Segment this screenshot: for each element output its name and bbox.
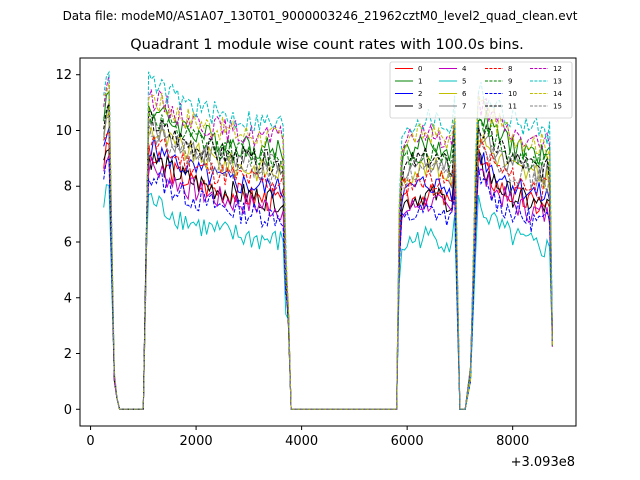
legend-label-13: 13 — [553, 78, 562, 86]
legend-label-7: 7 — [462, 103, 466, 111]
legend-label-9: 9 — [508, 78, 512, 86]
series-line-5 — [103, 184, 553, 410]
x-offset-label: +3.093e8 — [511, 455, 575, 470]
legend-label-15: 15 — [553, 103, 562, 111]
legend-label-3: 3 — [418, 103, 422, 111]
y-tick-label: 8 — [64, 180, 72, 195]
legend-label-8: 8 — [508, 65, 512, 73]
legend-label-11: 11 — [508, 103, 517, 111]
y-tick-label: 12 — [55, 68, 72, 83]
legend-label-12: 12 — [553, 65, 562, 73]
legend-label-6: 6 — [462, 90, 467, 98]
legend-label-4: 4 — [462, 65, 467, 73]
x-tick-label: 4000 — [285, 434, 318, 449]
legend-box — [389, 61, 573, 119]
x-tick-label: 6000 — [391, 434, 424, 449]
y-axis: 0 2 4 6 8 10 12 — [55, 68, 80, 418]
x-tick-label: 8000 — [496, 434, 529, 449]
y-tick-label: 0 — [64, 403, 72, 418]
legend-label-2: 2 — [418, 90, 422, 98]
legend-label-1: 1 — [418, 78, 422, 86]
x-tick-label: 0 — [86, 434, 94, 449]
y-tick-label: 4 — [64, 291, 72, 306]
chart-title: Quadrant 1 module wise count rates with … — [130, 37, 524, 53]
legend-label-10: 10 — [508, 90, 517, 98]
series-layer — [103, 70, 553, 410]
legend-label-0: 0 — [418, 65, 422, 73]
y-tick-label: 6 — [64, 236, 72, 251]
y-tick-label: 10 — [55, 124, 72, 139]
series-line-14 — [103, 83, 553, 410]
x-tick-label: 2000 — [180, 434, 213, 449]
x-axis: 0 2000 4000 6000 8000 — [86, 426, 529, 449]
suptitle: Data file: modeM0/AS1A07_130T01_90000032… — [63, 9, 578, 23]
y-tick-label: 2 — [64, 347, 72, 362]
legend-label-14: 14 — [553, 90, 562, 98]
series-line-15 — [103, 115, 553, 410]
legend-label-5: 5 — [462, 78, 466, 86]
